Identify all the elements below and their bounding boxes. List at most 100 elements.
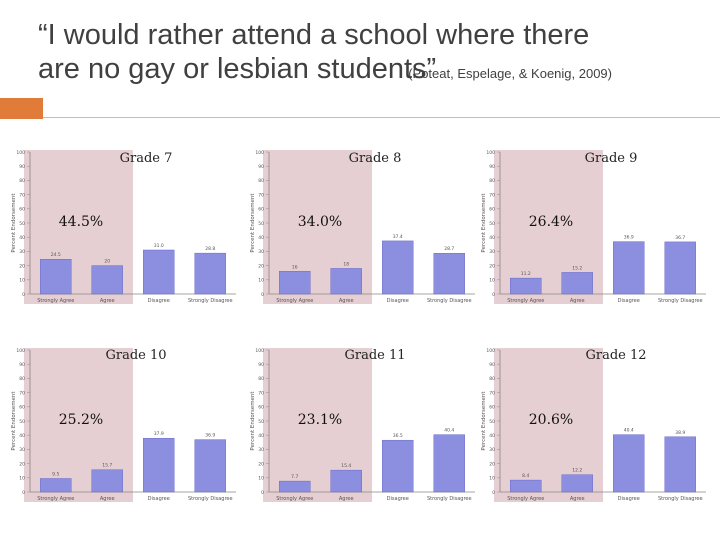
bar-value-label: 31.0	[154, 243, 164, 249]
grade-label: Grade 10	[105, 348, 166, 363]
y-tick-label: 60	[258, 405, 264, 411]
bar-value-label: 12.2	[572, 468, 582, 474]
x-tick-label: Strongly Disagree	[658, 298, 703, 304]
bar	[91, 265, 123, 295]
y-tick-label: 50	[258, 419, 264, 425]
y-tick-label: 60	[19, 405, 25, 411]
y-tick-label: 0	[261, 490, 264, 496]
x-tick-label: Strongly Disagree	[427, 298, 472, 304]
y-tick-label: 40	[258, 433, 264, 439]
x-tick-label: Agree	[339, 496, 354, 502]
y-tick-label: 30	[19, 249, 25, 255]
y-tick-label: 70	[258, 192, 264, 198]
slide-title: “I would rather attend a school where th…	[38, 18, 713, 91]
y-axis-title: Percent Endorsement	[481, 193, 487, 253]
y-tick-label: 10	[19, 476, 25, 482]
x-tick-label: Disagree	[618, 298, 640, 304]
bar	[194, 252, 226, 295]
agree-total-annotation: 23.1%	[298, 412, 342, 428]
y-axis-title: Percent Endorsement	[11, 391, 17, 451]
x-tick-label: Agree	[100, 496, 115, 502]
y-tick-label: 20	[489, 263, 495, 269]
y-tick-label: 20	[258, 263, 264, 269]
bar-value-label: 28.8	[205, 246, 215, 252]
chart-panel-grade-10: Percent Endorsement 0 10 20 30 40 50 60 70 80 90 10…	[6, 338, 243, 518]
bar	[40, 259, 72, 295]
bar	[279, 480, 311, 493]
y-tick-label: 60	[19, 207, 25, 213]
y-tick-label: 20	[19, 263, 25, 269]
bar	[510, 277, 542, 295]
bar	[382, 240, 414, 295]
agree-total-annotation: 34.0%	[298, 214, 342, 230]
x-tick-label: Agree	[100, 298, 115, 304]
y-tick-label: 50	[19, 221, 25, 227]
bar	[561, 272, 593, 295]
bar-value-label: 36.9	[205, 433, 215, 439]
y-tick-label: 10	[258, 278, 264, 284]
bar-value-label: 24.5	[51, 252, 61, 258]
y-tick-label: 100	[255, 150, 264, 156]
y-tick-label: 70	[489, 390, 495, 396]
y-tick-label: 100	[255, 348, 264, 354]
x-tick-label: Disagree	[387, 298, 409, 304]
x-tick-label: Strongly Disagree	[658, 496, 703, 502]
x-tick-label: Strongly Agree	[276, 298, 313, 304]
x-tick-label: Disagree	[148, 298, 170, 304]
y-tick-label: 0	[492, 490, 495, 496]
chart-panel-grade-11: Percent Endorsement 0 10 20 30 40 50 60 70 80 90 10…	[245, 338, 482, 518]
y-tick-label: 10	[258, 476, 264, 482]
y-tick-label: 40	[19, 433, 25, 439]
y-tick-label: 90	[489, 164, 495, 170]
y-tick-label: 80	[19, 178, 25, 184]
x-tick-label: Strongly Disagree	[188, 298, 233, 304]
bar-chart: Percent Endorsement 0 10 20 30 40 50 60 70 80 90 10…	[11, 150, 236, 304]
y-tick-label: 40	[258, 235, 264, 241]
y-tick-label: 30	[258, 249, 264, 255]
bar-chart: Percent Endorsement 0 10 20 30 40 50 60 70 80 90 10…	[250, 348, 475, 502]
bar	[433, 253, 465, 295]
y-tick-label: 0	[22, 292, 25, 298]
bar-value-label: 36.5	[393, 433, 403, 439]
bar	[613, 241, 645, 295]
bar-value-label: 8.4	[522, 473, 529, 479]
y-tick-label: 100	[486, 348, 495, 354]
y-tick-label: 80	[489, 178, 495, 184]
chart-panel-grade-9: Percent Endorsement 0 10 20 30 40 50 60 70 80 90 10…	[476, 140, 713, 320]
y-tick-label: 90	[19, 362, 25, 368]
y-tick-label: 20	[258, 461, 264, 467]
y-tick-label: 40	[489, 235, 495, 241]
bar-chart: Percent Endorsement 0 10 20 30 40 50 60 70 80 90 10…	[11, 348, 236, 502]
y-tick-label: 30	[258, 447, 264, 453]
bar	[279, 271, 311, 295]
grade-label: Grade 11	[344, 348, 405, 363]
y-tick-label: 80	[258, 376, 264, 382]
x-tick-label: Strongly Disagree	[427, 496, 472, 502]
x-tick-label: Strongly Agree	[507, 496, 544, 502]
title-line-1: “I would rather attend a school where th…	[38, 19, 590, 51]
bar-value-label: 11.2	[521, 271, 531, 277]
bar	[194, 439, 226, 493]
y-tick-label: 30	[489, 447, 495, 453]
bar-value-label: 36.7	[675, 235, 685, 241]
y-tick-label: 70	[19, 192, 25, 198]
y-tick-label: 70	[258, 390, 264, 396]
y-tick-label: 20	[489, 461, 495, 467]
bar-value-label: 40.4	[624, 428, 634, 434]
agree-total-annotation: 20.6%	[529, 412, 573, 428]
y-tick-label: 90	[258, 164, 264, 170]
x-tick-label: Strongly Agree	[37, 496, 74, 502]
y-tick-label: 60	[489, 405, 495, 411]
y-tick-label: 40	[489, 433, 495, 439]
bar-value-label: 36.9	[624, 235, 634, 241]
agree-total-annotation: 44.5%	[59, 214, 103, 230]
y-tick-label: 70	[19, 390, 25, 396]
y-tick-label: 40	[19, 235, 25, 241]
bar	[382, 439, 414, 493]
bar	[330, 268, 362, 295]
y-tick-label: 90	[489, 362, 495, 368]
y-tick-label: 50	[489, 419, 495, 425]
y-tick-label: 80	[258, 178, 264, 184]
chart-panel-grade-8: Percent Endorsement 0 10 20 30 40 50 60 70 80 90 10…	[245, 140, 482, 320]
y-axis-title: Percent Endorsement	[250, 193, 256, 253]
